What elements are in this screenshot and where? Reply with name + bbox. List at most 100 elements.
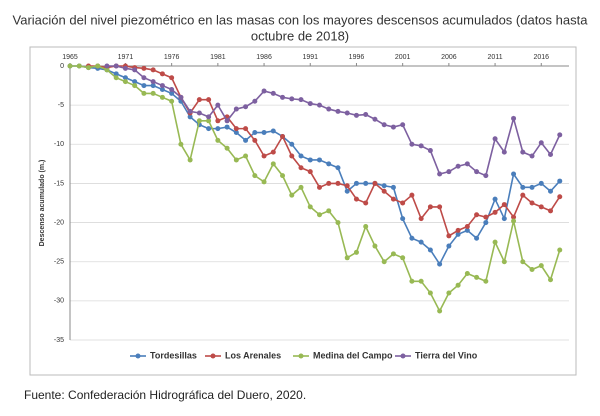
y-tick-label: -20: [54, 219, 64, 226]
point: [427, 247, 433, 253]
y-tick-label: -5: [58, 102, 64, 109]
point: [437, 261, 443, 267]
legend-marker: [298, 353, 304, 359]
point: [501, 259, 507, 265]
point: [492, 239, 498, 245]
point: [270, 90, 276, 96]
point: [529, 200, 535, 206]
point: [344, 110, 350, 116]
point: [113, 71, 119, 77]
x-tick-label: 2006: [441, 54, 457, 61]
y-tick-label: 0: [60, 63, 64, 70]
point: [400, 216, 406, 222]
point: [243, 153, 249, 159]
point: [353, 249, 359, 255]
point: [169, 86, 175, 92]
point: [150, 90, 156, 96]
point: [520, 184, 526, 190]
point: [289, 192, 295, 198]
point: [252, 130, 258, 136]
x-tick-label: 1976: [164, 54, 180, 61]
point: [141, 65, 147, 71]
point: [233, 157, 239, 163]
point: [215, 102, 221, 108]
point: [437, 308, 443, 314]
point: [455, 231, 461, 237]
point: [317, 157, 322, 163]
point: [548, 151, 554, 157]
point: [113, 63, 119, 69]
point: [132, 67, 138, 73]
point: [344, 183, 350, 189]
point: [335, 108, 341, 114]
series-line: [88, 65, 561, 238]
point: [326, 180, 332, 186]
point: [132, 83, 138, 89]
point: [548, 208, 554, 214]
point: [215, 118, 221, 124]
x-tick-label: 1996: [349, 54, 365, 61]
point: [455, 282, 461, 288]
chart-title: Variación del nivel piezométrico en las …: [13, 12, 589, 27]
point: [335, 220, 341, 226]
point: [353, 180, 359, 186]
point: [409, 278, 415, 284]
point: [511, 218, 517, 224]
point: [270, 128, 276, 134]
point: [141, 90, 147, 96]
point: [187, 108, 193, 114]
point: [390, 196, 396, 202]
y-tick-label: -30: [54, 298, 64, 305]
point: [95, 63, 101, 69]
point: [243, 104, 249, 110]
point: [344, 255, 350, 261]
point: [400, 255, 406, 261]
point: [187, 114, 193, 120]
point: [122, 65, 128, 71]
point: [437, 204, 443, 210]
point: [400, 122, 406, 128]
point: [492, 136, 498, 142]
point: [289, 141, 295, 147]
point: [326, 106, 332, 112]
point: [233, 106, 239, 112]
point: [317, 212, 322, 218]
point: [363, 112, 369, 118]
legend-label: Tordesillas: [150, 350, 197, 360]
point: [150, 83, 156, 89]
point: [455, 227, 461, 233]
point: [372, 116, 378, 122]
point: [511, 214, 517, 220]
point: [511, 171, 517, 177]
point: [307, 101, 313, 107]
point: [252, 173, 258, 179]
point: [474, 169, 480, 175]
point: [381, 259, 387, 265]
point: [538, 140, 544, 146]
point: [187, 157, 193, 163]
point: [298, 153, 304, 159]
point: [243, 126, 249, 132]
point: [326, 161, 332, 167]
point: [529, 267, 535, 273]
point: [464, 227, 470, 233]
x-tick-label: 1981: [210, 54, 226, 61]
point: [372, 180, 378, 186]
point: [446, 290, 452, 296]
point: [224, 145, 230, 151]
point: [418, 216, 424, 222]
point: [104, 67, 110, 73]
source: Fuente: Confederación Hidrográfica del D…: [24, 388, 306, 402]
point: [132, 79, 138, 85]
point: [270, 161, 276, 167]
point: [335, 165, 341, 171]
point: [298, 97, 304, 103]
point: [206, 126, 212, 132]
point: [390, 184, 396, 190]
point: [261, 130, 267, 136]
point: [548, 188, 554, 194]
point: [353, 112, 359, 118]
point: [307, 204, 313, 210]
point: [409, 192, 415, 198]
